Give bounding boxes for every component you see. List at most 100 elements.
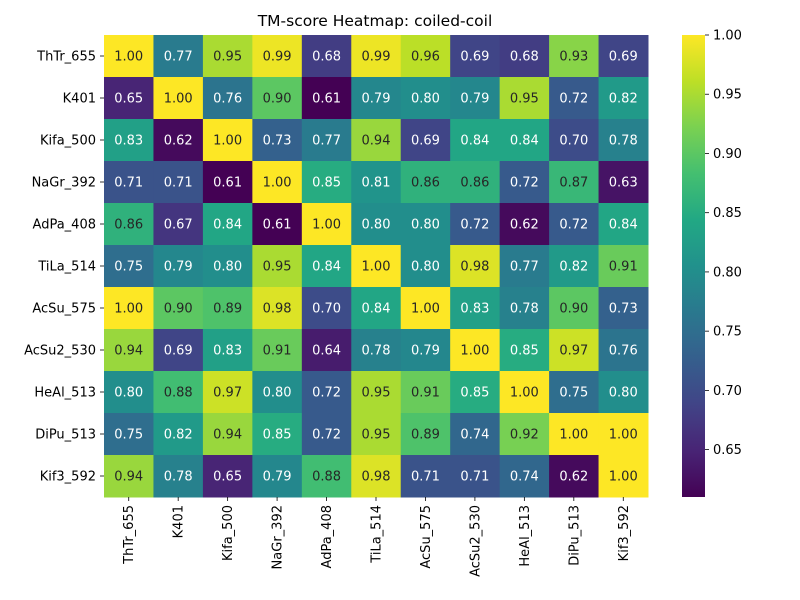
heatmap-cell [598,35,649,78]
colorbar-tick-label: 1.00 [713,29,742,44]
cell-value-label: 0.76 [213,92,242,107]
cell-value-label: 0.79 [362,92,391,107]
heatmap-cell [351,413,402,456]
heatmap-cell [400,245,451,288]
heatmap-cell [202,455,253,498]
cell-value-label: 0.92 [510,428,539,443]
cell-value-label: 0.83 [213,344,242,359]
heatmap-cell [202,245,253,288]
cell-value-label: 0.78 [510,302,539,317]
heatmap-cell [351,455,402,498]
cell-value-label: 0.85 [510,344,539,359]
cell-value-label: 0.69 [460,50,489,65]
heatmap-cell [499,203,550,246]
heatmap-cell [499,455,550,498]
heatmap-cell [400,77,451,120]
cell-value-label: 0.83 [114,134,143,149]
cell-value-label: 0.72 [312,386,341,401]
heatmap-cell [450,119,501,162]
heatmap-cell [450,455,501,498]
cell-value-label: 0.78 [362,344,391,359]
cell-value-label: 0.90 [164,302,193,317]
heatmap-cell [400,35,451,78]
x-tick-label: Kifa_500 [221,505,236,561]
cell-value-label: 0.78 [609,134,638,149]
x-tick-label: NaGr_392 [271,505,286,569]
cell-value-label: 0.94 [114,470,143,485]
heatmap-cell [400,161,451,204]
heatmap-cell [104,119,154,162]
cell-value-label: 0.95 [213,50,242,65]
cell-value-label: 0.73 [263,134,292,149]
heatmap-cell [351,287,402,330]
heatmap-cell [400,455,451,498]
heatmap-cell [252,287,303,330]
heatmap-cell [252,245,303,288]
heatmap-cell [549,161,600,204]
cell-value-label: 0.80 [263,386,292,401]
x-tick-label: K401 [172,505,187,538]
cell-value-label: 0.99 [362,50,391,65]
heatmap-cell [450,413,501,456]
heatmap-cell [301,413,352,456]
colorbar-tick-label: 0.65 [713,443,742,458]
cell-value-label: 0.72 [510,176,539,191]
cell-value-label: 0.75 [559,386,588,401]
heatmap-cell [598,371,649,414]
cell-value-label: 1.00 [510,386,539,401]
heatmap-cell [104,245,154,288]
cell-value-label: 0.75 [114,260,143,275]
cell-value-label: 0.71 [411,470,440,485]
cell-value-label: 0.82 [164,428,193,443]
colorbar-tick-label: 0.80 [713,265,742,280]
y-tick-label: HeAl_513 [34,386,96,401]
heatmap-cell [499,329,550,372]
heatmap-cell [202,329,253,372]
cell-value-label: 0.70 [559,134,588,149]
cell-value-label: 0.82 [559,260,588,275]
cell-value-label: 0.87 [559,176,588,191]
cell-value-label: 0.74 [510,470,539,485]
cell-value-label: 1.00 [263,176,292,191]
cell-value-label: 0.84 [362,302,391,317]
cell-value-label: 0.84 [312,260,341,275]
cell-value-label: 0.74 [460,428,489,443]
y-tick-label: DiPu_513 [35,428,96,443]
cell-value-label: 0.84 [609,218,638,233]
heatmap-cell [598,161,649,204]
colorbar-tick-label: 0.70 [713,384,742,399]
colorbar-tick-label: 0.95 [713,88,742,103]
cell-value-label: 0.79 [411,344,440,359]
cell-value-label: 0.72 [559,218,588,233]
heatmap-cell [450,161,501,204]
heatmap-cell [104,329,154,372]
heatmap-cell [400,287,451,330]
heatmap-cell [549,455,600,498]
heatmap-cell [549,203,600,246]
x-tick-label: Kif3_592 [617,505,632,561]
cell-value-label: 0.70 [312,302,341,317]
cell-value-label: 0.88 [164,386,193,401]
heatmap-cell [450,77,501,120]
x-tick-label: TiLa_514 [370,505,385,564]
cell-value-label: 0.80 [609,386,638,401]
heatmap-cell [499,119,550,162]
cell-value-label: 0.95 [510,92,539,107]
colorbar-tick-label: 0.90 [713,147,742,162]
heatmap-cell [450,245,501,288]
colorbar: 0.65 0.70 0.75 0.80 0.85 0.90 0.95 1.00 [682,29,742,497]
cell-value-label: 0.71 [114,176,143,191]
cell-value-label: 0.91 [263,344,292,359]
cell-value-label: 1.00 [164,92,193,107]
cell-value-label: 0.93 [559,50,588,65]
cell-value-label: 0.84 [460,134,489,149]
heatmap-cell [104,287,154,330]
heatmap-cell [153,413,204,456]
cell-value-label: 0.62 [164,134,193,149]
heatmap-cell [252,77,303,120]
cell-value-label: 1.00 [609,470,638,485]
cell-value-label: 1.00 [559,428,588,443]
heatmap-cell [499,161,550,204]
cell-value-label: 0.94 [213,428,242,443]
cell-value-label: 0.65 [114,92,143,107]
